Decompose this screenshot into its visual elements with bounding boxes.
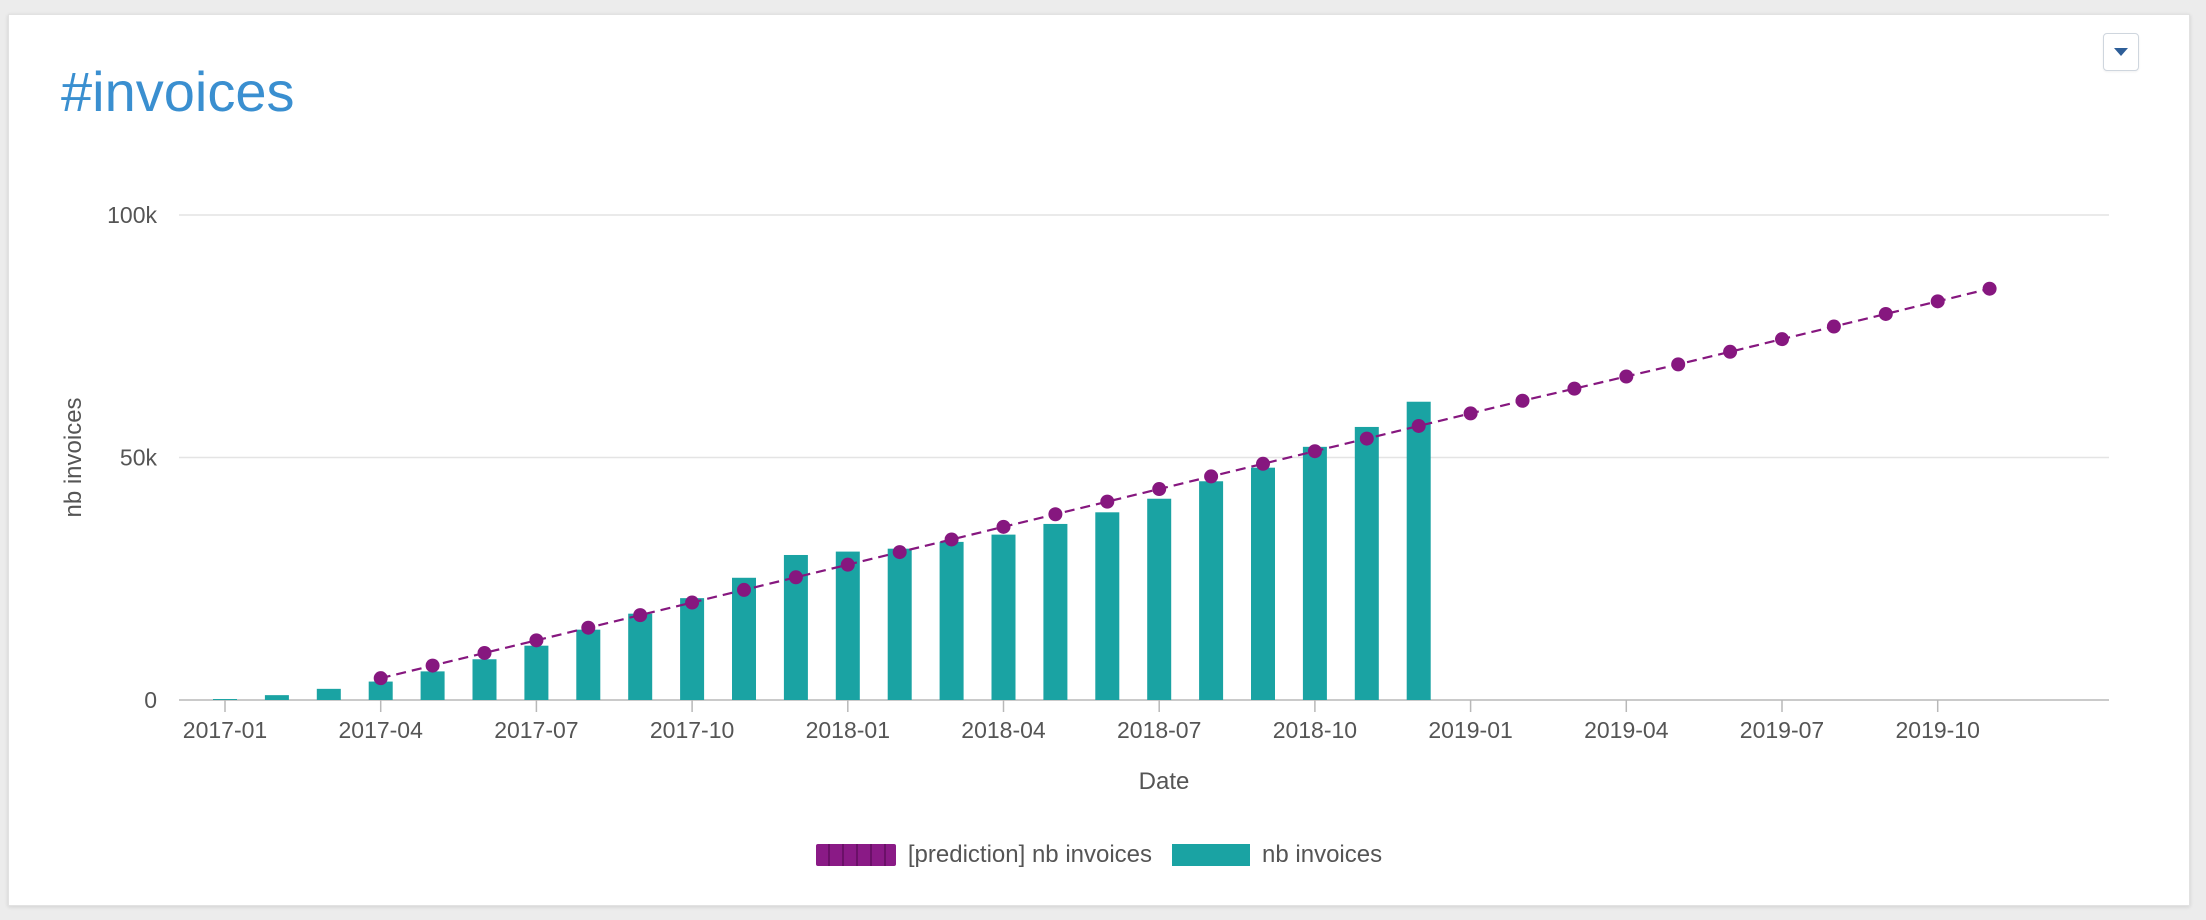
bar: [1354, 426, 1379, 700]
bar: [1095, 512, 1120, 700]
prediction-point: [1567, 381, 1582, 396]
prediction-point: [1307, 444, 1322, 459]
prediction-point: [633, 608, 648, 623]
prediction-point: [1100, 494, 1115, 509]
legend-swatch-invoices: [1172, 844, 1251, 866]
prediction-point: [1723, 344, 1738, 359]
x-tick-label: 2019-01: [1428, 717, 1512, 743]
prediction-point: [1204, 469, 1219, 484]
legend-label-prediction: [prediction] nb invoices: [907, 841, 1153, 868]
prediction-point: [1671, 357, 1686, 372]
legend-label-invoices: nb invoices: [1262, 841, 1383, 868]
bar: [991, 534, 1016, 700]
prediction-point: [529, 633, 544, 648]
x-tick-label: 2018-01: [806, 717, 890, 743]
bar: [1251, 467, 1275, 700]
prediction-point: [1515, 393, 1530, 408]
prediction-point: [1463, 406, 1478, 421]
bar: [628, 613, 653, 700]
y-axis-title: nb invoices: [60, 397, 87, 517]
prediction-point: [840, 557, 855, 572]
chart-card: #invoices 0 50k 100k 2017-01 2017-04 2017-07 2…: [8, 14, 2190, 906]
prediction-point: [685, 595, 700, 610]
prediction-point: [581, 620, 596, 635]
bar: [1406, 401, 1431, 700]
bar: [680, 598, 705, 700]
prediction-point: [1152, 482, 1167, 497]
x-tick-label: 2019-07: [1740, 717, 1824, 743]
prediction-point: [788, 570, 803, 585]
chart-plot: 0 50k 100k 2017-01 2017-04 2017-07 2017-10 2018…: [60, 202, 2109, 795]
prediction-point: [477, 645, 492, 660]
prediction-point: [1826, 319, 1841, 334]
bar: [420, 671, 445, 700]
chart-title: #invoices: [61, 60, 295, 123]
x-tick-label: 2017-10: [650, 717, 734, 743]
prediction-point: [944, 532, 959, 547]
bar: [1199, 481, 1224, 700]
y-tick-label: 0: [144, 687, 157, 713]
bar: [835, 551, 860, 700]
x-tick-label: 2018-10: [1273, 717, 1357, 743]
x-tick-label: 2019-04: [1584, 717, 1669, 743]
y-tick-label: 50k: [120, 445, 158, 471]
prediction-point: [1930, 294, 1945, 309]
prediction-point: [1411, 418, 1426, 433]
chart-legend: [prediction] nb invoices nb invoices: [9, 841, 2189, 869]
x-tick-label: 2018-07: [1117, 717, 1201, 743]
prediction-point: [1359, 431, 1374, 446]
prediction-point: [892, 545, 907, 560]
bar: [264, 695, 289, 700]
prediction-line: [380, 287, 1990, 680]
y-tick-label: 100k: [107, 202, 157, 228]
legend-swatch-prediction: [815, 844, 896, 866]
bar: [1147, 498, 1172, 700]
legend-item-prediction[interactable]: [prediction] nb invoices: [815, 841, 1153, 869]
x-tick-label: 2017-07: [494, 717, 578, 743]
x-tick-label: 2017-01: [183, 717, 267, 743]
prediction-point: [1878, 306, 1893, 321]
bar: [472, 659, 497, 700]
caret-down-icon: [2114, 48, 2128, 56]
prediction-point: [1775, 332, 1789, 347]
x-tick-label: 2017-04: [338, 717, 423, 743]
bar: [368, 681, 393, 700]
prediction-point: [1048, 507, 1063, 522]
prediction-point: [996, 519, 1011, 534]
x-tick-label: 2019-10: [1895, 717, 1979, 743]
prediction-point: [737, 582, 751, 597]
prediction-point: [373, 671, 388, 686]
x-tick-label: 2018-04: [961, 717, 1046, 743]
legend-item-invoices[interactable]: nb invoices: [1172, 841, 1382, 869]
bar: [887, 548, 912, 700]
bar: [1302, 446, 1327, 700]
bar: [939, 541, 964, 700]
x-axis-title: Date: [1139, 768, 1190, 795]
prediction-point: [1619, 369, 1634, 384]
chart-menu-button[interactable]: [2103, 33, 2139, 71]
prediction-point: [425, 658, 440, 673]
prediction-point: [1256, 456, 1270, 471]
bar: [576, 629, 601, 700]
bar: [213, 699, 237, 700]
bar: [1043, 523, 1068, 700]
prediction-point: [1982, 281, 1997, 296]
bar: [524, 645, 549, 700]
bar: [316, 688, 341, 700]
bar: [732, 577, 756, 700]
